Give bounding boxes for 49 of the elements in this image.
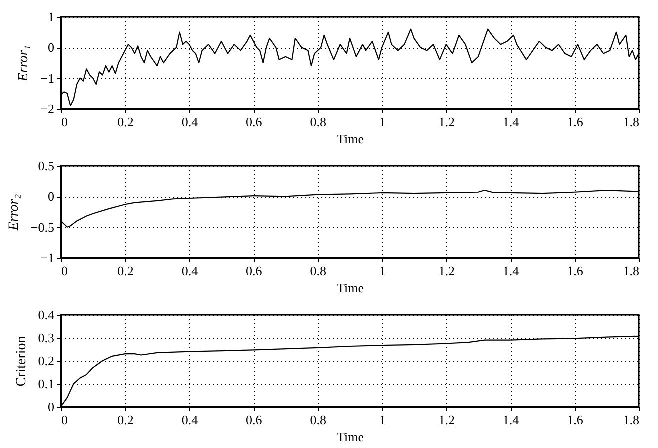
y-tick-label: 0.3 <box>38 330 54 346</box>
y-tick-label: 1 <box>48 10 54 24</box>
x-tick-label: 1.2 <box>438 264 455 278</box>
x-tick-label: 0.8 <box>310 264 327 278</box>
y-axis-title: Error₂ <box>6 194 22 232</box>
x-tick-label: 0.4 <box>182 412 199 428</box>
x-tick-label: 1 <box>379 264 386 278</box>
x-tick-label: 0.2 <box>118 114 134 130</box>
x-tick-label: 0.8 <box>310 114 327 130</box>
x-tick-label: 1.8 <box>623 264 640 278</box>
x-tick-label: 1.6 <box>567 264 584 278</box>
y-tick-label: 0.1 <box>38 376 54 392</box>
y-tick-label: −2 <box>40 102 54 116</box>
x-tick-label: 0 <box>62 264 68 278</box>
x-axis-title: Time <box>337 430 364 444</box>
x-tick-label: 0.6 <box>246 114 263 130</box>
y-tick-label: −0.5 <box>30 220 54 235</box>
x-tick-label: 1.2 <box>438 412 455 428</box>
y-axis-title: Error₁ <box>16 45 32 83</box>
x-tick-label: 0 <box>62 412 68 428</box>
y-axis-title: Criterion <box>14 336 30 387</box>
y-tick-label: 0.5 <box>38 158 54 174</box>
x-axis-title: Time <box>337 280 364 296</box>
x-tick-label: 0.2 <box>118 412 134 428</box>
y-tick-label: −1 <box>40 250 54 266</box>
y-tick-label: 0 <box>48 40 54 56</box>
x-tick-label: 1.6 <box>567 412 584 428</box>
x-tick-label: 1.8 <box>623 114 640 130</box>
x-tick-label: 0.6 <box>246 412 263 428</box>
x-tick-label: 1 <box>379 114 386 130</box>
y-tick-label: 0.4 <box>38 308 55 322</box>
x-tick-label: 0.6 <box>246 264 263 278</box>
x-tick-label: 0.8 <box>310 412 327 428</box>
x-axis-title: Time <box>337 132 364 146</box>
x-tick-label: 1.4 <box>502 412 520 428</box>
x-tick-label: 0.4 <box>182 114 199 130</box>
x-tick-label: 0.2 <box>118 264 134 278</box>
x-tick-label: 1.4 <box>502 114 520 130</box>
y-tick-label: 0.2 <box>38 354 54 368</box>
x-tick-label: 0.4 <box>182 264 199 278</box>
x-tick-label: 1 <box>379 412 386 428</box>
x-tick-label: 0 <box>62 114 68 130</box>
y-tick-label: −1 <box>40 70 54 86</box>
x-tick-label: 1.4 <box>502 264 520 278</box>
y-tick-label: 0 <box>48 189 54 204</box>
x-tick-label: 1.2 <box>438 114 455 130</box>
y-tick-label: 0 <box>48 400 54 414</box>
x-tick-label: 1.6 <box>567 114 584 130</box>
x-tick-label: 1.8 <box>623 412 640 428</box>
